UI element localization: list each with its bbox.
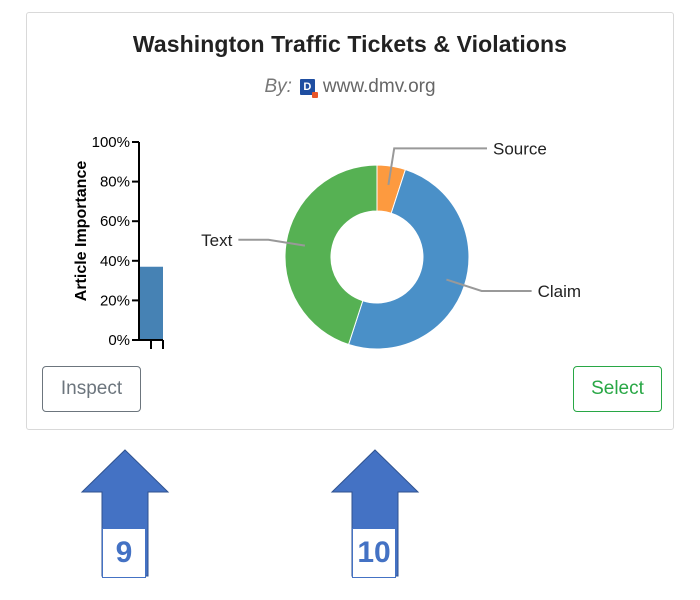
byline-label: By:	[264, 76, 292, 97]
annotation-label: 10	[352, 528, 396, 578]
donut-leader-line	[238, 238, 306, 247]
donut-leader-line	[446, 278, 532, 292]
bar-chart-tick-label: 80%	[100, 174, 130, 191]
importance-bar-chart: Article Importance 100% 80% 60% 40% 20% 0%	[73, 134, 164, 349]
annotation-marker-10: 10	[330, 448, 420, 580]
bar-chart-tick-label: 0%	[108, 332, 130, 349]
card-title: Washington Traffic Tickets & Violations	[132, 31, 568, 57]
annotation-label: 9	[102, 528, 146, 578]
inspect-button[interactable]: Inspect	[42, 366, 141, 412]
annotation-marker-9: 9	[80, 448, 170, 580]
donut-slice-text	[284, 164, 378, 346]
select-button[interactable]: Select	[573, 366, 662, 412]
bar-chart-tick-label: 40%	[100, 253, 130, 270]
donut-leader-line	[387, 147, 487, 186]
bar-chart-bar	[140, 266, 163, 340]
bar-chart-tick-label: 20%	[100, 292, 130, 309]
donut-label-claim: Claim	[538, 282, 581, 301]
bar-chart-tick-label: 60%	[100, 213, 130, 230]
article-card: Washington Traffic Tickets & Violations …	[26, 12, 674, 430]
dmv-logo-icon: D	[299, 79, 318, 98]
bar-chart-tick-label: 100%	[92, 134, 130, 151]
donut-label-source: Source	[493, 139, 547, 158]
donut-slice-claim	[347, 168, 470, 350]
content-donut-chart: Source Claim Text	[201, 139, 581, 350]
bar-chart-ylabel: Article Importance	[73, 161, 90, 302]
source-domain: www.dmv.org	[322, 76, 436, 97]
byline: By: D www.dmv.org	[27, 76, 673, 98]
donut-label-text: Text	[201, 231, 232, 250]
